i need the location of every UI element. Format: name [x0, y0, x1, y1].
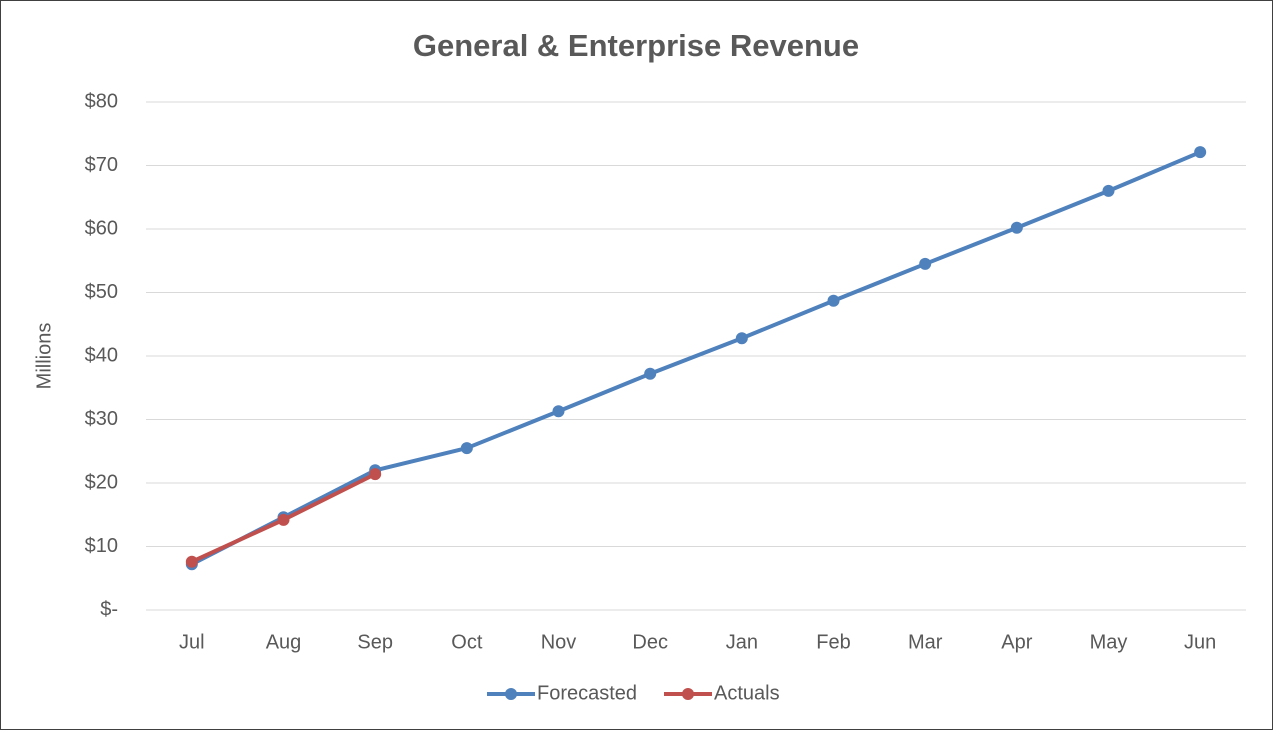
legend-marker [505, 688, 517, 700]
legend-label: Forecasted [537, 682, 637, 704]
y-tick-label: $70 [85, 154, 118, 176]
legend-label: Actuals [714, 682, 780, 704]
x-tick-label: Jan [726, 631, 758, 653]
data-point [735, 332, 748, 345]
data-point [1102, 184, 1115, 197]
x-tick-label: Jun [1184, 631, 1216, 653]
series-line [190, 150, 1201, 567]
y-tick-label: $10 [85, 535, 118, 557]
x-tick-label: Sep [357, 631, 393, 653]
x-tick-label: May [1090, 631, 1128, 653]
y-tick-label: $60 [85, 217, 118, 239]
y-tick-label: $20 [85, 471, 118, 493]
data-point [185, 555, 198, 568]
y-tick-label: $80 [85, 90, 118, 112]
data-point [552, 405, 565, 418]
data-point [919, 257, 932, 270]
y-tick-label: $40 [85, 344, 118, 366]
x-tick-label: Aug [266, 631, 302, 653]
data-point [460, 442, 473, 455]
x-tick-label: Nov [541, 631, 577, 653]
legend-marker [682, 688, 694, 700]
data-point [277, 513, 290, 526]
x-tick-label: Jul [179, 631, 205, 653]
x-tick-label: Mar [908, 631, 943, 653]
chart-title: General & Enterprise Revenue [413, 28, 859, 63]
x-tick-label: Feb [816, 631, 850, 653]
data-point [1194, 146, 1207, 159]
x-tick-label: Oct [451, 631, 483, 653]
y-tick-label: $30 [85, 408, 118, 430]
data-point [644, 367, 657, 380]
data-point [827, 294, 840, 307]
data-point [1010, 221, 1023, 234]
y-tick-label: $50 [85, 281, 118, 303]
x-tick-label: Dec [632, 631, 668, 653]
y-tick-label: $- [100, 598, 118, 620]
y-axis-title: Millions [33, 323, 55, 390]
x-tick-label: Apr [1001, 631, 1032, 653]
data-point [369, 468, 382, 481]
